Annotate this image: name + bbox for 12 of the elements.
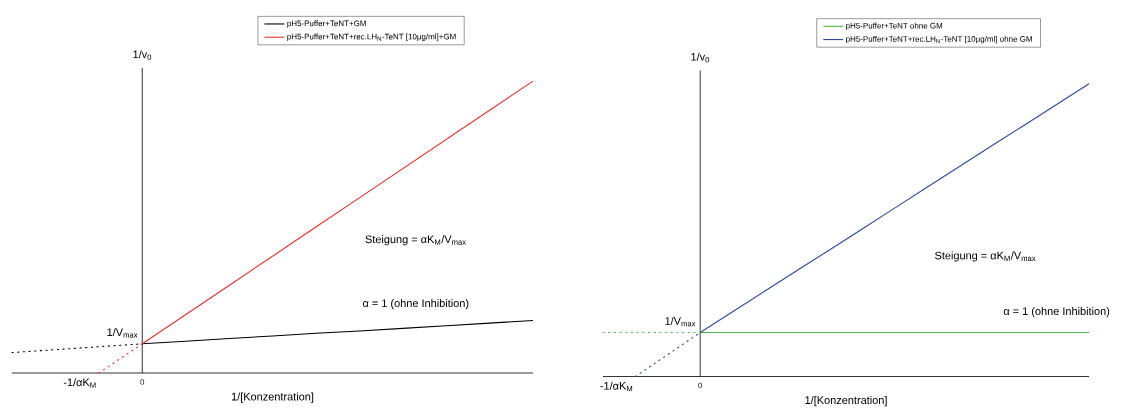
annotation: α = 1 (ohne Inhibition) [362, 299, 469, 310]
annotation: 1/V$_{max}$ [107, 327, 138, 338]
x-axis-title: 1/[Konzentration] [231, 392, 314, 403]
y-axis-title: 1/v$_{0}$ [691, 52, 710, 63]
annotation: 1/V$_{max}$ [665, 316, 696, 327]
annotation: Steigung = αK$_{M}$/V$_{max}$ [365, 235, 467, 246]
text: -1/αK$_{M}$ [63, 378, 96, 388]
y-axis-title: 1/v$_{0}$ [133, 50, 152, 60]
annotation: α = 1 (ohne Inhibition) [1003, 306, 1110, 318]
annotation: Steigung = αK$_{M}$/V$_{max}$ [935, 251, 1036, 262]
text: -1/αK$_{M}$ [600, 381, 633, 392]
x-axis-title: 1/[Konzentration] [805, 395, 887, 407]
